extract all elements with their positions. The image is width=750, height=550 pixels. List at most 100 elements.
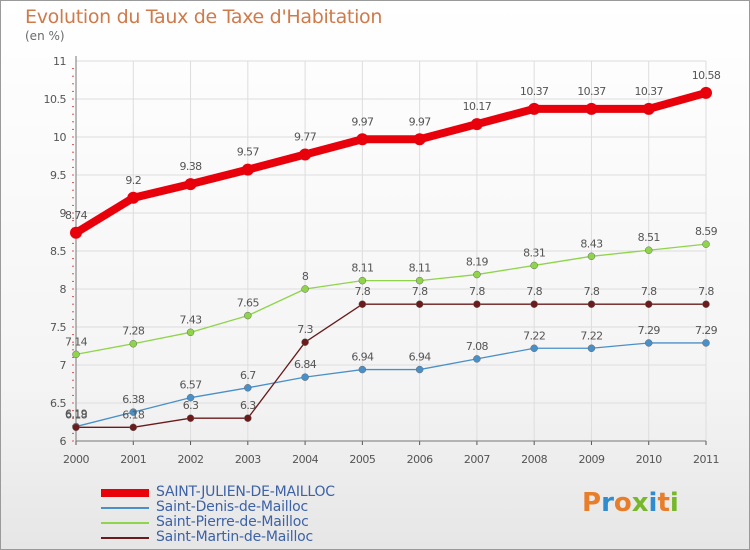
- data-label: 8.59: [695, 225, 718, 238]
- data-point: [129, 423, 138, 432]
- data-point: [473, 270, 481, 279]
- data-label: 8: [302, 270, 309, 283]
- data-point: [413, 133, 426, 146]
- data-point: [70, 226, 82, 239]
- data-label: 7.65: [237, 297, 260, 310]
- data-label: 9.97: [351, 115, 374, 128]
- chart-title: Evolution du Taux de Taxe d'Habitation: [25, 6, 383, 28]
- data-point: [642, 102, 655, 115]
- data-label: 9.77: [294, 130, 317, 143]
- data-point: [184, 178, 197, 191]
- legend-swatch: [101, 522, 149, 524]
- x-tick-label: 2010: [636, 453, 662, 466]
- data-point: [244, 384, 252, 392]
- data-label: 7.08: [466, 340, 489, 353]
- data-label: 6.94: [351, 351, 374, 364]
- data-label: 9.97: [409, 115, 432, 128]
- data-label: 7.43: [179, 313, 202, 326]
- data-label: 6.38: [122, 393, 145, 406]
- data-point: [700, 86, 712, 99]
- data-label: 8.43: [580, 237, 603, 250]
- y-tick-label: 9: [60, 207, 67, 220]
- chart-subtitle: (en %): [25, 29, 65, 43]
- data-point: [473, 355, 481, 363]
- data-point: [356, 133, 369, 146]
- data-label: 7.8: [355, 285, 371, 298]
- x-tick-label: 2004: [292, 453, 318, 466]
- data-label: 7.29: [695, 324, 718, 337]
- x-tick-label: 2008: [521, 453, 547, 466]
- data-label: 8.19: [466, 256, 489, 269]
- data-label: 7.3: [297, 323, 313, 336]
- logo-letter: o: [613, 488, 632, 518]
- data-label: 7.8: [526, 285, 542, 298]
- data-point: [530, 344, 538, 353]
- data-label: 10.17: [463, 100, 492, 113]
- series-line: [75, 243, 707, 355]
- y-tick-label: 8: [60, 283, 67, 296]
- data-point: [702, 339, 710, 347]
- data-point: [186, 328, 195, 337]
- data-point: [129, 339, 138, 348]
- x-tick-label: 2006: [407, 453, 433, 466]
- data-point: [244, 311, 252, 320]
- data-label: 7.8: [412, 285, 428, 298]
- y-tick-label: 6.5: [50, 397, 66, 410]
- series-line: [75, 342, 706, 428]
- data-label: 7.8: [584, 285, 600, 298]
- legend-label: Saint-Pierre-de-Mailloc: [156, 514, 309, 530]
- data-label: 6.19: [65, 408, 88, 421]
- x-tick-label: 2005: [349, 453, 375, 466]
- data-label: 6.18: [122, 408, 145, 421]
- data-label: 7.14: [65, 335, 88, 348]
- data-point: [241, 163, 254, 176]
- data-point: [530, 261, 538, 270]
- data-label: 8.11: [351, 262, 373, 275]
- logo-letter: P: [582, 488, 602, 518]
- series-line: [73, 89, 708, 237]
- y-tick-label: 10.5: [44, 93, 67, 106]
- data-label: 6.3: [240, 399, 256, 412]
- data-label: 6.18: [65, 408, 88, 421]
- y-tick-label: 10: [53, 131, 66, 144]
- data-point: [358, 300, 367, 308]
- proxiti-logo: Proxiti: [582, 488, 679, 518]
- y-tick-label: 7.5: [50, 321, 66, 334]
- series-line: [76, 303, 706, 428]
- x-tick-label: 2002: [178, 453, 204, 466]
- data-point: [358, 365, 367, 374]
- legend-label: Saint-Denis-de-Mailloc: [156, 499, 309, 515]
- x-tick-label: 2003: [235, 453, 261, 466]
- data-point: [585, 102, 598, 115]
- legend-swatch: [101, 489, 149, 497]
- data-label: 10.58: [692, 69, 721, 82]
- data-point: [72, 423, 80, 432]
- data-point: [415, 276, 424, 285]
- logo-letter: t: [657, 488, 670, 518]
- data-label: 6.57: [179, 379, 202, 392]
- data-label: 6.7: [240, 369, 256, 382]
- y-tick-label: 7: [60, 359, 67, 372]
- x-tick-label: 2007: [464, 453, 490, 466]
- data-point: [301, 285, 309, 293]
- data-point: [644, 300, 653, 308]
- data-label: 7.28: [122, 325, 145, 338]
- data-label: 9.57: [237, 146, 260, 159]
- data-point: [587, 344, 596, 353]
- data-label: 8.11: [409, 262, 431, 275]
- y-tick-label: 8.5: [50, 245, 66, 258]
- data-point: [127, 191, 140, 204]
- data-point: [702, 240, 710, 248]
- data-point: [186, 414, 195, 422]
- data-point: [244, 414, 252, 422]
- logo-letter: r: [601, 488, 614, 518]
- data-label: 6.94: [409, 351, 432, 364]
- data-point: [299, 148, 312, 161]
- data-label: 7.8: [698, 285, 714, 298]
- data-label: 10.37: [634, 85, 663, 98]
- data-label: 8.31: [523, 246, 545, 259]
- data-point: [587, 300, 596, 308]
- data-point: [530, 300, 538, 308]
